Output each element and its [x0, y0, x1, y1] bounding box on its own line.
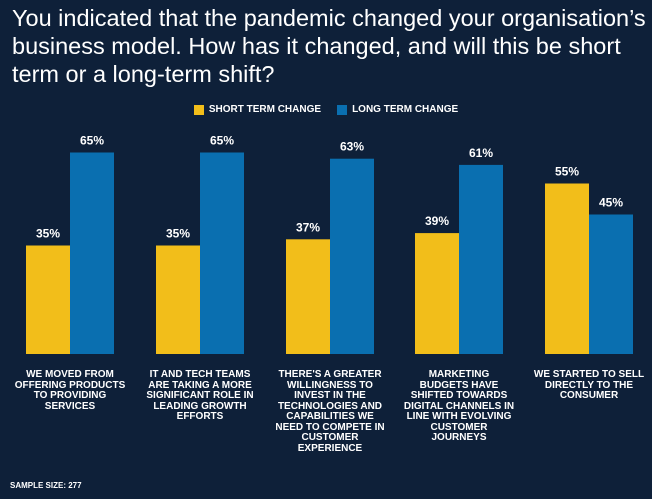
legend-item-long: LONG TERM CHANGE [337, 104, 458, 115]
chart-title: You indicated that the pandemic changed … [12, 5, 646, 87]
category-label-3: THERE'S A GREATER WILLINGNESS TO INVEST … [275, 369, 385, 454]
legend-label-short: SHORT TERM CHANGE [208, 104, 322, 115]
bar-long-5 [589, 214, 633, 354]
legend-swatch-short [193, 104, 204, 115]
bar-value-short-1: 35% [36, 227, 60, 241]
bar-value-short-4: 39% [425, 214, 449, 228]
legend-swatch-long [337, 104, 348, 115]
bar-long-2 [200, 152, 244, 354]
legend-item-short: SHORT TERM CHANGE [193, 104, 322, 115]
legend: SHORT TERM CHANGE LONG TERM CHANGE [0, 104, 652, 115]
bar-value-short-3: 37% [296, 220, 320, 234]
bar-short-2 [156, 245, 200, 354]
bar-short-3 [286, 239, 330, 354]
bar-short-5 [545, 183, 589, 354]
bar-long-3 [330, 158, 374, 354]
bar-short-1 [26, 245, 70, 354]
bar-short-4 [415, 233, 459, 354]
category-label-1: WE MOVED FROM OFFERING PRODUCTS TO PROVI… [14, 369, 126, 412]
legend-label-long: LONG TERM CHANGE [352, 104, 459, 115]
bar-value-short-5: 55% [555, 165, 579, 179]
category-label-4: MARKETING BUDGETS HAVE SHIFTED TOWARDS D… [403, 369, 515, 443]
bar-value-short-2: 35% [166, 227, 190, 241]
sample-size: SAMPLE SIZE: 277 [10, 481, 82, 490]
bar-value-long-1: 65% [80, 134, 104, 148]
category-label-2: IT AND TECH TEAMS ARE TAKING A MORE SIGN… [146, 369, 254, 422]
bar-value-long-3: 63% [340, 140, 364, 154]
bar-value-long-2: 65% [210, 134, 234, 148]
bar-value-long-5: 45% [599, 196, 623, 210]
bar-value-long-4: 61% [469, 146, 493, 160]
bar-long-4 [459, 164, 503, 354]
bar-long-1 [70, 152, 114, 354]
category-label-5: WE STARTED TO SELL DIRECTLY TO THE CONSU… [533, 369, 645, 401]
